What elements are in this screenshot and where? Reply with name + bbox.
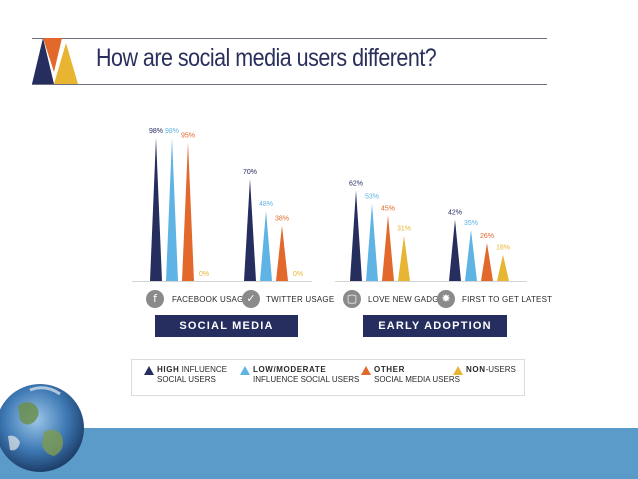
bar-other-3 [481, 243, 493, 281]
legend-swatch-high [144, 366, 154, 375]
bar-low-1 [260, 210, 272, 281]
data-label-high-1: 70% [243, 169, 257, 176]
legend-swatch-non [453, 366, 463, 375]
legend-other-line2: SOCIAL MEDIA USERS [374, 375, 460, 384]
data-label-non-1: 0% [293, 271, 303, 278]
bar-other-1 [276, 225, 288, 281]
data-label-non-2: 31% [397, 226, 411, 233]
group-banner-early: EARLY ADOPTION [363, 315, 507, 337]
legend-non-strong: NON [466, 365, 486, 374]
facebook-icon: f [146, 290, 164, 308]
category-label-facebook: FACEBOOK USAGE [172, 295, 250, 304]
group-banner-social: SOCIAL MEDIA USAGE [155, 315, 298, 354]
legend-swatch-other [361, 366, 371, 375]
data-label-non-3: 18% [496, 245, 510, 252]
legend-low-line2: INFLUENCE SOCIAL USERS [253, 375, 360, 384]
bar-high-1 [244, 178, 256, 281]
title-rule-bottom [32, 84, 547, 85]
bar-other-2 [382, 215, 394, 281]
bar-low-0 [166, 137, 178, 281]
legend-non-rest: -USERS [485, 365, 516, 374]
bar-high-0 [150, 137, 162, 281]
legend-high-strong: HIGH [157, 365, 180, 374]
category-label-gadgets: LOVE NEW GADGETS [368, 295, 455, 304]
brand-logo [32, 38, 78, 84]
data-label-high-3: 42% [448, 210, 462, 217]
data-label-other-2: 45% [381, 205, 395, 212]
gadget-icon: ▢ [343, 290, 361, 308]
category-label-twitter: TWITTER USAGE [266, 295, 335, 304]
star-burst-icon: ✸ [437, 290, 455, 308]
data-label-high-2: 62% [349, 180, 363, 187]
title-rule-top [32, 38, 547, 39]
legend-high-rest: INFLUENCE [181, 365, 227, 374]
page-title: How are social media users different? [96, 44, 437, 72]
data-label-non-0: 0% [199, 271, 209, 278]
bar-low-2 [366, 203, 378, 281]
footer-band [0, 428, 638, 479]
legend: HIGH INFLUENCE SOCIAL USERS LOW/MODERATE… [131, 359, 525, 396]
data-label-other-1: 38% [275, 216, 289, 223]
legend-low-strong: LOW/MODERATE [253, 365, 327, 374]
bar-high-3 [449, 219, 461, 281]
bar-non-2 [398, 235, 410, 281]
globe-icon [0, 384, 84, 472]
data-label-low-2: 53% [365, 194, 379, 201]
category-label-first: FIRST TO GET LATEST [462, 295, 553, 304]
bar-non-3 [497, 254, 509, 281]
bar-other-0 [182, 142, 194, 281]
bar-low-3 [465, 229, 477, 281]
data-label-low-3: 35% [464, 220, 478, 227]
bar-high-2 [350, 190, 362, 281]
data-label-other-0: 95% [181, 132, 195, 139]
legend-other-strong: OTHER [374, 365, 405, 374]
data-label-low-0: 98% [165, 128, 179, 135]
legend-high-line2: SOCIAL USERS [157, 375, 216, 384]
data-label-other-3: 26% [480, 233, 494, 240]
data-label-high-0: 98% [149, 128, 163, 135]
legend-swatch-low [240, 366, 250, 375]
data-label-low-1: 48% [259, 201, 273, 208]
twitter-icon: ✓ [242, 290, 260, 308]
